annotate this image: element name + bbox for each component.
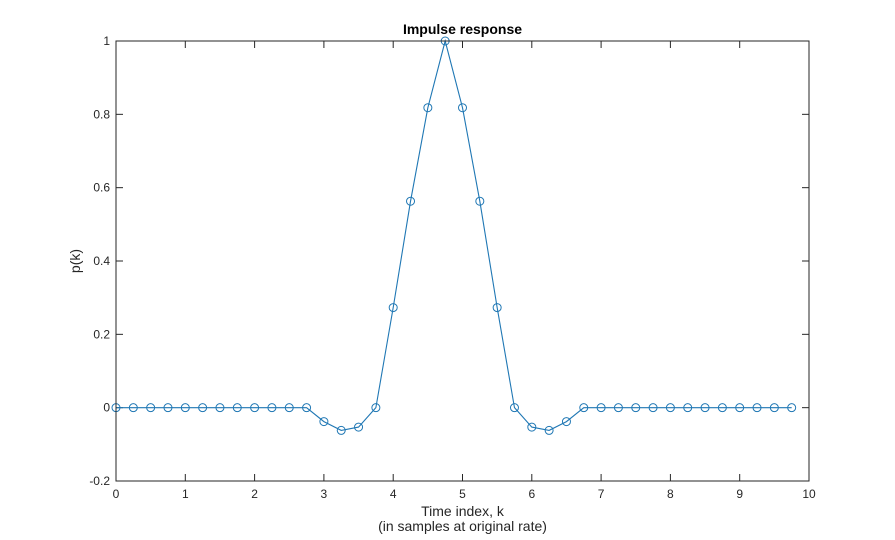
data-point-marker (683, 403, 693, 413)
data-point-marker (509, 403, 519, 413)
data-point-marker (406, 196, 416, 206)
y-axis-ticks: -0.2 0 0.2 0.4 0.6 0.8 1 (89, 34, 809, 488)
data-point-marker (388, 303, 398, 313)
data-point-marker (284, 403, 294, 413)
data-point-marker (631, 403, 641, 413)
plot-frame (115, 40, 810, 482)
y-tick-label: 0.6 (93, 181, 110, 195)
y-axis-label: p(k) (67, 249, 83, 273)
data-point-marker (544, 425, 554, 435)
data-point-marker (146, 403, 156, 413)
x-tick-label: 4 (390, 487, 397, 501)
data-point-marker (613, 403, 623, 413)
x-axis-label-line2: (in samples at original rate) (378, 518, 547, 534)
series-line (116, 38, 792, 431)
data-point-marker (458, 103, 467, 113)
y-tick-label: 0.2 (93, 327, 110, 341)
y-tick-label: 0.8 (93, 107, 110, 121)
data-point-marker (163, 403, 173, 413)
data-point-marker (198, 403, 208, 413)
x-tick-label: 1 (182, 487, 189, 501)
data-point-marker (769, 403, 779, 413)
x-tick-label: 10 (802, 487, 816, 501)
data-point-marker (128, 403, 138, 413)
x-tick-label: 6 (528, 487, 535, 501)
data-point-marker (250, 403, 260, 413)
y-tick-label: -0.2 (89, 474, 110, 488)
data-point-marker (336, 425, 346, 435)
data-point-marker (215, 403, 225, 413)
data-point-marker (735, 403, 745, 413)
data-point-marker (371, 403, 381, 413)
x-tick-label: 3 (321, 487, 328, 501)
data-point-marker (267, 403, 277, 413)
x-tick-label: 8 (667, 487, 674, 501)
data-point-marker (561, 417, 571, 427)
data-point-marker (579, 403, 589, 413)
x-tick-label: 5 (459, 487, 466, 501)
data-point-marker (665, 403, 675, 413)
data-point-marker (527, 422, 537, 432)
data-point-marker (492, 303, 502, 313)
x-tick-label: 0 (113, 487, 120, 501)
data-point-marker (475, 196, 485, 206)
series-layer (111, 36, 797, 435)
data-point-marker (596, 403, 606, 413)
data-point-marker (354, 422, 364, 432)
data-point-marker (423, 103, 433, 113)
data-point-marker (319, 417, 329, 427)
data-point-marker (302, 403, 312, 413)
data-point-marker (787, 403, 797, 413)
data-point-marker (700, 403, 710, 413)
x-tick-label: 9 (736, 487, 743, 501)
data-point-marker (232, 403, 242, 413)
y-tick-label: 0.4 (93, 254, 110, 268)
data-point-marker (752, 403, 762, 413)
x-axis-ticks: 0 1 2 3 4 5 6 7 8 9 10 (113, 41, 816, 501)
x-tick-label: 7 (598, 487, 605, 501)
chart-title: Impulse response (403, 21, 522, 37)
y-tick-label: 1 (103, 34, 110, 48)
x-axis-label: Time index, k (421, 503, 505, 519)
x-tick-label: 2 (251, 487, 258, 501)
data-point-marker (180, 403, 190, 413)
data-point-marker (648, 403, 658, 413)
y-tick-label: 0 (103, 401, 110, 415)
data-point-marker (717, 403, 727, 413)
